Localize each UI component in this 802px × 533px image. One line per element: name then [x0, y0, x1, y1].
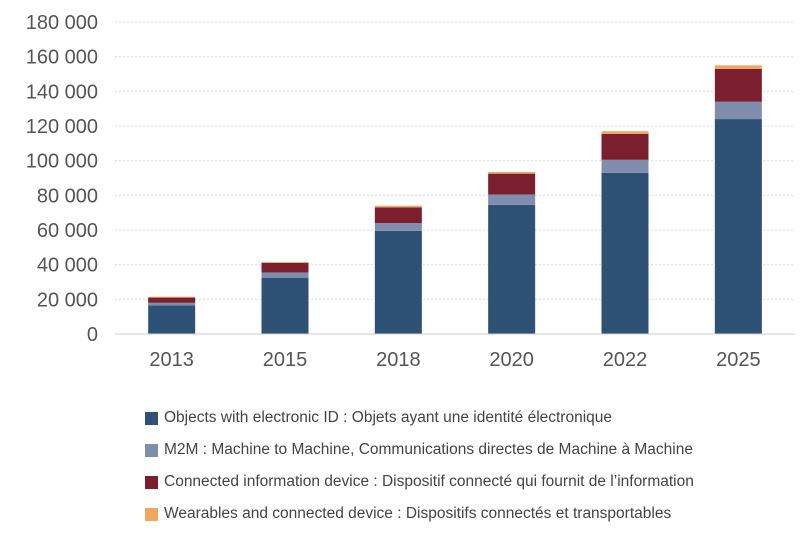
x-axis: 2013 2015 2018 2020 2022 2025 [115, 333, 795, 371]
legend-swatch [145, 475, 158, 489]
bar-segment [488, 171, 536, 174]
legend-swatch [145, 507, 158, 521]
bar-segment [488, 194, 536, 205]
bar-segment [714, 65, 762, 69]
bar-segment [374, 207, 422, 224]
legend-swatch [145, 443, 158, 457]
x-tick-label: 2022 [603, 349, 648, 371]
bar-segment [148, 302, 196, 306]
bar-segment [374, 205, 422, 208]
y-tick-label: 60 000 [37, 220, 98, 242]
y-axis: 0 20 000 40 000 60 000 80 000 100 000 120 000 1… [26, 12, 98, 346]
y-tick-label: 140 000 [26, 81, 98, 103]
bars [148, 65, 762, 334]
bar-segment [261, 262, 309, 273]
bar-segment [714, 119, 762, 334]
bar-segment [261, 272, 309, 278]
legend-label: Connected information device : Dispositi… [164, 473, 694, 490]
x-tick-label: 2025 [716, 349, 761, 371]
bar-segment [601, 172, 649, 334]
bar-segment [374, 223, 422, 231]
x-tick-label: 2013 [149, 349, 194, 371]
y-tick-label: 80 000 [37, 185, 98, 207]
bar-segment [601, 131, 649, 134]
y-tick-label: 40 000 [37, 255, 98, 277]
bar-segment [261, 262, 309, 263]
legend-label: Objects with electronic ID : Objets ayan… [164, 409, 613, 426]
legend-item: M2M : Machine to Machine, Communications… [145, 437, 694, 463]
x-tick-label: 2015 [263, 349, 308, 371]
bar-segment [148, 297, 196, 303]
y-tick-label: 100 000 [26, 151, 98, 173]
legend-item: Connected information device : Dispositi… [145, 469, 694, 495]
stacked-bar-chart: 0 20 000 40 000 60 000 80 000 100 000 120 000 1… [26, 12, 795, 371]
bar-segment [601, 133, 649, 160]
bar-segment [714, 68, 762, 102]
y-tick-label: 120 000 [26, 116, 98, 138]
y-tick-label: 0 [87, 324, 98, 346]
bar-segment [148, 296, 196, 298]
bar-segment [261, 277, 309, 334]
x-tick-label: 2018 [376, 349, 421, 371]
bar-segment [488, 204, 536, 334]
legend-label: M2M : Machine to Machine, Communications… [164, 441, 693, 458]
gridlines [115, 21, 795, 300]
y-tick-label: 180 000 [26, 12, 98, 34]
y-tick-label: 160 000 [26, 47, 98, 69]
bar-segment [374, 230, 422, 334]
bar-segment [601, 159, 649, 173]
legend-swatch [145, 411, 158, 425]
y-tick-label: 20 000 [37, 289, 98, 311]
bar-segment [488, 173, 536, 195]
bar-segment [148, 305, 196, 334]
legend-item: Wearables and connected device : Disposi… [145, 501, 694, 527]
bar-segment [714, 101, 762, 120]
x-tick-label: 2020 [489, 349, 534, 371]
legend-label: Wearables and connected device : Disposi… [164, 505, 672, 522]
legend: Objects with electronic ID : Objets ayan… [145, 405, 694, 533]
legend-item: Objects with electronic ID : Objets ayan… [145, 405, 694, 431]
